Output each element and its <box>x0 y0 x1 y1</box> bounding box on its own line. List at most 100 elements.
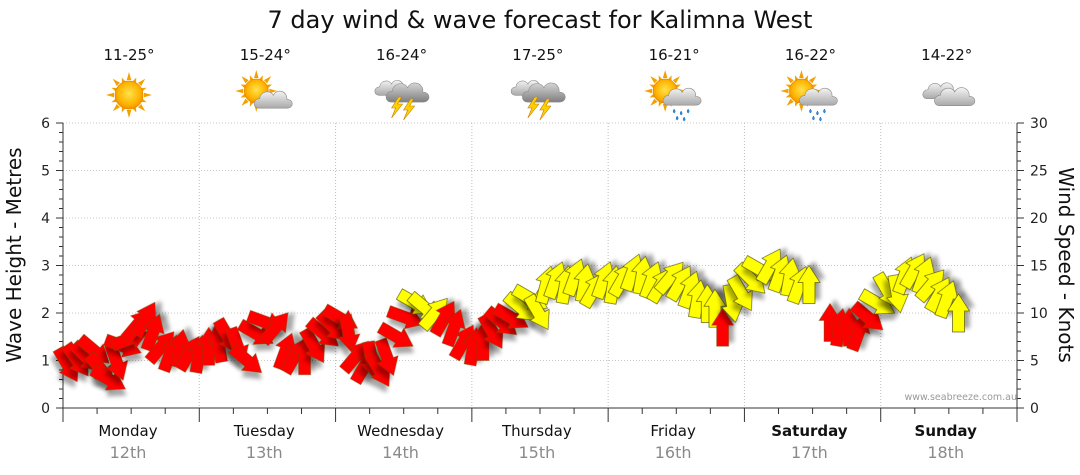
wind-arrow-shape <box>299 326 326 364</box>
rain-drop <box>672 108 676 114</box>
day-labels: Monday 12th Tuesday 13th Wednesday 14th Thursd… <box>98 422 977 462</box>
day-date-label: 18th <box>927 443 964 462</box>
wind-arrow <box>104 342 129 381</box>
sun-ray <box>112 103 121 112</box>
sun-ray <box>144 92 152 98</box>
lightning-bolt <box>527 96 540 119</box>
wind-arrows <box>52 248 971 391</box>
right-tick-label: 10 <box>1030 306 1048 322</box>
sun-ray <box>786 98 794 106</box>
sun-ray <box>241 76 249 84</box>
sun-ray <box>112 78 121 87</box>
lightning-bolt <box>391 96 404 119</box>
sun-ray <box>137 103 146 112</box>
wind-arrow-shape <box>104 342 129 381</box>
rain-drop <box>682 116 686 122</box>
wind-arrow-shape <box>374 337 399 377</box>
wind-arrow <box>429 300 456 338</box>
rain-drop <box>812 115 815 121</box>
sun-ray <box>253 70 259 78</box>
left-tick-label: 2 <box>41 306 50 322</box>
sun-ray <box>662 70 668 78</box>
weather-icons <box>106 70 976 122</box>
sun-ray <box>126 110 132 118</box>
cloud-shape <box>934 87 976 106</box>
wind-arrow <box>299 326 326 364</box>
day-name-label: Wednesday <box>357 422 444 440</box>
wind-arrow-shape <box>946 293 971 333</box>
sun-ray <box>644 88 653 94</box>
sun-ray <box>269 88 278 94</box>
watermark: www.seabreeze.com.au <box>905 392 1018 403</box>
sun-disc <box>114 80 144 110</box>
sun-ray <box>799 104 804 112</box>
right-axis-label: Wind Speed - Knots <box>1054 167 1078 363</box>
sun-ray <box>235 88 244 94</box>
wind-arrow-shape <box>130 301 157 339</box>
sun-ray <box>263 76 272 84</box>
left-tick-label: 3 <box>41 259 50 275</box>
day-temperature: 11-25° <box>103 46 154 64</box>
sun-ray <box>241 98 249 106</box>
left-tick-label: 6 <box>41 116 50 132</box>
lightning-bolt <box>403 98 416 121</box>
rain-drop <box>823 108 826 114</box>
cloud-shape <box>662 87 702 106</box>
day-name-label: Monday <box>98 422 157 440</box>
day-date-label: 12th <box>110 443 147 462</box>
wind-arrow-shape <box>797 264 821 304</box>
sun-ray <box>650 98 658 106</box>
sun-ray <box>650 76 658 84</box>
thunderstorm-icon <box>510 80 566 121</box>
wind-arrow <box>337 313 361 354</box>
day-temperature: 17-25° <box>512 46 563 64</box>
day-name-label: Saturday <box>771 422 848 440</box>
wind-arrow-shape <box>337 313 361 354</box>
wind-arrow-shape <box>228 343 263 374</box>
sun-shower-icon <box>644 70 702 122</box>
wind-arrow <box>711 307 735 347</box>
partly-cloudy-icon <box>235 70 293 112</box>
day-name-label: Tuesday <box>233 422 295 440</box>
rain-drop <box>809 108 812 114</box>
wind-arrow <box>374 337 399 377</box>
day-name-label: Sunday <box>915 422 978 440</box>
right-tick-label: 0 <box>1030 401 1039 417</box>
day-temperature: 15-24° <box>240 46 291 64</box>
sun-ray <box>137 78 146 87</box>
day-date-label: 17th <box>791 443 828 462</box>
left-tick-label: 1 <box>41 354 50 370</box>
wind-arrow <box>523 293 550 331</box>
day-date-label: 13th <box>246 443 283 462</box>
sun-ray <box>672 76 680 84</box>
rain-drop <box>675 115 679 121</box>
left-tick-label: 0 <box>41 401 50 417</box>
wind-arrow <box>228 343 263 374</box>
day-temperature: 16-22° <box>785 46 836 64</box>
wind-arrow-shape <box>523 293 550 331</box>
left-tick-label: 5 <box>41 164 50 180</box>
day-temperature: 16-21° <box>649 46 700 64</box>
cloud-shape <box>385 82 430 103</box>
sun-ray <box>126 72 132 80</box>
wind-arrow-shape <box>385 305 425 330</box>
wind-arrow-shape <box>491 302 529 329</box>
wind-arrow <box>385 305 425 330</box>
cloud-shape <box>522 82 566 103</box>
rain-drop <box>679 110 683 116</box>
sun-shower-icon <box>780 70 838 122</box>
day-date-label: 15th <box>518 443 555 462</box>
wind-arrow <box>376 321 414 348</box>
wind-arrow-shape <box>914 269 945 304</box>
lightning-bolt <box>539 98 552 121</box>
wind-arrow <box>726 274 753 312</box>
thunderstorm-icon <box>374 80 430 121</box>
rain-drop <box>686 108 690 114</box>
sun-ray <box>106 92 114 98</box>
rain-drop <box>819 116 822 122</box>
wind-arrow <box>934 280 959 320</box>
right-tick-label: 5 <box>1030 354 1039 370</box>
sun-ray <box>780 88 789 94</box>
cloud-shape <box>253 90 293 109</box>
